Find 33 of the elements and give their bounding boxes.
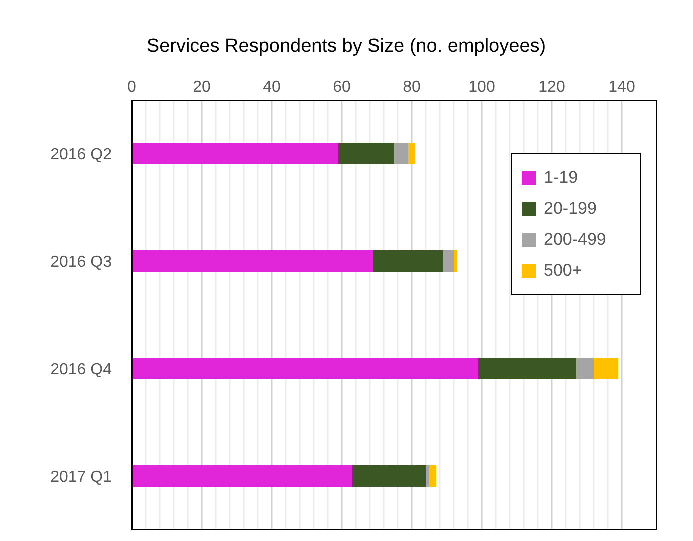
bar <box>132 250 374 272</box>
bar <box>338 143 394 164</box>
x-tick-label: 0 <box>128 79 137 96</box>
legend-label: 200-499 <box>543 228 608 250</box>
bar <box>374 250 444 272</box>
x-tick-label: 60 <box>333 79 351 96</box>
legend-label: 1-19 <box>543 166 580 188</box>
bar <box>352 466 426 487</box>
x-tick-label: 140 <box>608 79 636 96</box>
bar <box>594 358 618 380</box>
legend-label: 500+ <box>543 260 584 282</box>
bar <box>430 466 436 487</box>
bar <box>394 143 408 164</box>
legend-label: 20-199 <box>543 198 598 220</box>
bar <box>132 143 338 164</box>
bar <box>478 358 576 380</box>
bar <box>426 466 430 487</box>
bar <box>576 358 594 380</box>
bar <box>132 358 478 380</box>
y-tick-label: 2016 Q3 <box>50 254 112 271</box>
bar <box>132 466 352 487</box>
bar <box>408 143 416 164</box>
x-tick-label: 80 <box>403 79 421 96</box>
chart-title: Services Respondents by Size (no. employees) <box>146 36 548 58</box>
bar <box>454 250 458 272</box>
x-tick-label: 20 <box>193 79 211 96</box>
bar <box>444 250 454 272</box>
y-tick-label: 2017 Q1 <box>50 468 112 486</box>
y-tick-label: 2016 Q4 <box>50 361 112 378</box>
x-tick-label: 120 <box>538 79 566 96</box>
y-tick-label: 2016 Q2 <box>50 146 112 164</box>
x-tick-label: 40 <box>263 79 281 96</box>
x-tick-label: 100 <box>468 79 496 96</box>
